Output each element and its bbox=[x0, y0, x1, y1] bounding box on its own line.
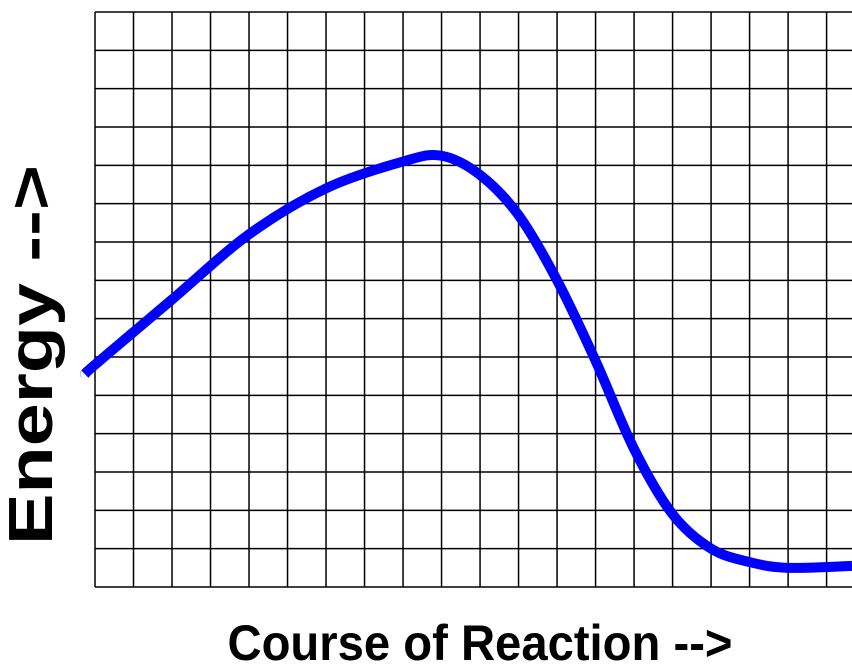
energy-curve bbox=[80, 149, 852, 573]
y-axis-label: Energy --> bbox=[0, 165, 66, 545]
x-axis-label: Course of Reaction --> bbox=[228, 615, 733, 666]
